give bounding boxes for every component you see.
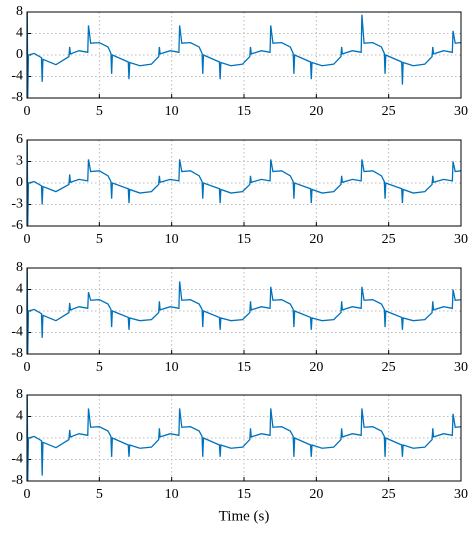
x-tick-label: 15 [237, 232, 251, 247]
x-tick-label: 30 [454, 360, 468, 375]
x-tick-label: 25 [382, 232, 396, 247]
y-tick-label: -4 [11, 69, 23, 84]
x-tick-label: 20 [309, 360, 323, 375]
x-tick-label: 30 [454, 232, 468, 247]
signal-line [26, 394, 462, 482]
y-tick-label: 4 [16, 282, 23, 297]
x-tick-label: 5 [96, 360, 103, 375]
x-tick-label: 5 [96, 487, 103, 502]
y-tick-label: -6 [11, 218, 23, 233]
y-tick-label: 0 [16, 430, 23, 445]
y-tick-label: -4 [11, 452, 23, 467]
y-tick-label: -4 [11, 325, 23, 340]
x-tick-label: 5 [96, 232, 103, 247]
y-tick-label: 0 [16, 175, 23, 190]
x-tick-label: 20 [309, 104, 323, 119]
x-tick-label: 30 [454, 104, 468, 119]
y-tick-label: 8 [16, 4, 23, 19]
axes-box [26, 267, 462, 355]
y-tick-label: -3 [11, 197, 23, 212]
x-tick-label: 0 [24, 104, 31, 119]
x-tick-label: 15 [237, 104, 251, 119]
y-tick-label: 3 [16, 154, 23, 169]
y-tick-label: 4 [16, 409, 23, 424]
x-tick-label: 0 [24, 232, 31, 247]
x-tick-label: 10 [165, 360, 179, 375]
x-tick-label: 15 [237, 360, 251, 375]
y-tick-label: -8 [11, 473, 23, 488]
y-tick-label: 0 [16, 47, 23, 62]
y-tick-label: -8 [11, 346, 23, 361]
signal-line [26, 267, 462, 355]
signal-line [26, 139, 462, 227]
axes-box [26, 394, 462, 482]
axes-box [26, 11, 462, 99]
x-tick-label: 20 [309, 487, 323, 502]
x-tick-label: 15 [237, 487, 251, 502]
x-tick-label: 25 [382, 104, 396, 119]
x-tick-label: 10 [165, 487, 179, 502]
signal-line [26, 11, 462, 99]
x-tick-label: 20 [309, 232, 323, 247]
x-tick-label: 5 [96, 104, 103, 119]
y-tick-label: 8 [16, 260, 23, 275]
x-tick-label: 10 [165, 104, 179, 119]
x-tick-label: 25 [382, 487, 396, 502]
x-tick-label: 10 [165, 232, 179, 247]
axes-box [26, 139, 462, 227]
y-tick-label: -8 [11, 90, 23, 105]
y-tick-label: 6 [16, 132, 23, 147]
x-tick-label: 25 [382, 360, 396, 375]
y-tick-label: 8 [16, 387, 23, 402]
x-axis-label: Time (s) [219, 508, 270, 524]
x-tick-label: 0 [24, 360, 31, 375]
x-tick-label: 30 [454, 487, 468, 502]
x-tick-label: 0 [24, 487, 31, 502]
y-tick-label: 4 [16, 26, 23, 41]
y-tick-label: 0 [16, 303, 23, 318]
